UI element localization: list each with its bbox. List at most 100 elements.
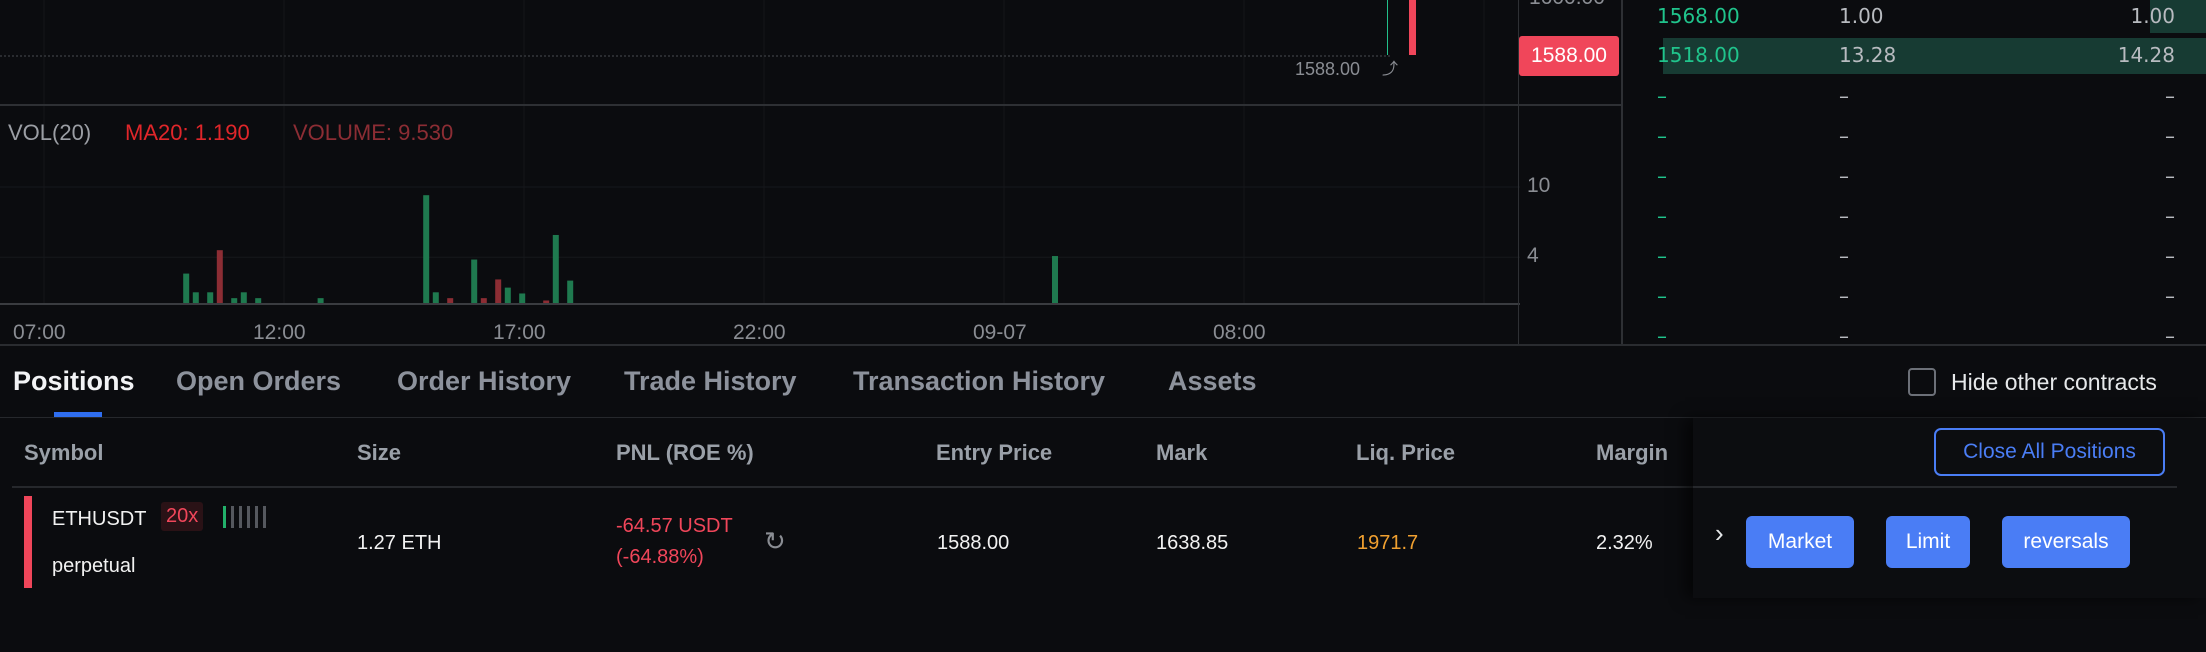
- market-close-button[interactable]: Market: [1746, 516, 1854, 568]
- ob-price: 1568.00: [1657, 4, 1740, 28]
- ob-price: –: [1657, 244, 1667, 268]
- ob-price: –: [1657, 284, 1667, 308]
- volume-bar: [471, 259, 478, 304]
- risk-bar: [263, 506, 266, 528]
- vol-indicator-label: VOL(20): [8, 120, 92, 145]
- volume-bar: [480, 298, 487, 304]
- volume-chart: [0, 0, 1520, 304]
- volume-bar: [207, 292, 214, 304]
- volume-bar: [231, 298, 238, 304]
- candle-down: [1409, 0, 1416, 55]
- tab-open-orders[interactable]: Open Orders: [176, 366, 342, 396]
- symbol[interactable]: ETHUSDT: [52, 508, 147, 530]
- ob-total: –: [2165, 84, 2175, 108]
- depth-bar: [2150, 0, 2206, 33]
- header-divider: [1693, 486, 2177, 488]
- volume-bar: [543, 300, 550, 304]
- volume-bar: [567, 280, 574, 304]
- size: 1.27 ETH: [357, 532, 442, 554]
- x-tick-label: 08:00: [1213, 321, 1266, 344]
- ob-price: 1518.00: [1657, 43, 1740, 67]
- volume-bar: [1052, 256, 1058, 304]
- margin-ratio: 2.32%: [1596, 532, 1653, 554]
- ob-amount: –: [1839, 164, 1849, 188]
- volume-label: VOLUME: 9.530: [293, 120, 454, 145]
- column-header: Symbol: [24, 440, 104, 465]
- close-all-positions-button[interactable]: Close All Positions: [1934, 428, 2165, 476]
- column-header: Liq. Price: [1356, 440, 1456, 465]
- ob-total: 1.00: [2130, 4, 2175, 28]
- ob-amount: –: [1839, 84, 1849, 108]
- liq-price: 1971.7: [1357, 532, 1419, 554]
- column-header: PNL (ROE %): [616, 440, 754, 465]
- limit-close-button[interactable]: Limit: [1886, 516, 1970, 568]
- column-header: Size: [357, 440, 402, 465]
- tab-assets[interactable]: Assets: [1168, 366, 1257, 396]
- roe: (-64.88%): [616, 546, 704, 568]
- tab-positions[interactable]: Positions: [13, 366, 135, 396]
- ob-total: –: [2165, 284, 2175, 308]
- active-tab-indicator: [54, 412, 102, 417]
- ob-price: –: [1657, 164, 1667, 188]
- tab-order-history[interactable]: Order History: [397, 366, 572, 396]
- x-tick-label: 12:00: [253, 321, 306, 344]
- ob-amount: –: [1839, 124, 1849, 148]
- volume-bar: [240, 292, 247, 304]
- ob-total: –: [2165, 124, 2175, 148]
- entry-marker-label: 1588.00: [1295, 59, 1361, 79]
- hide-other-contracts-label: Hide other contracts: [1951, 369, 2157, 395]
- entry-price: 1588.00: [937, 532, 1010, 554]
- hide-other-contracts-checkbox[interactable]: [1908, 368, 1936, 396]
- depth-bar: [1663, 38, 2206, 74]
- entry-marker-icon: ⤴: [1382, 61, 1399, 78]
- ob-amount: –: [1839, 324, 1849, 348]
- tab-trade-history[interactable]: Trade History: [624, 366, 797, 396]
- risk-level-indicator: [223, 506, 266, 528]
- ob-amount: –: [1839, 244, 1849, 268]
- chart-area[interactable]: 1588.00 ⤴ VOL(20) MA20: 1.190 VOLUME: 9.…: [0, 0, 1520, 345]
- risk-bar: [223, 506, 226, 528]
- volume-bar: [495, 279, 502, 304]
- volume-bar: [519, 293, 526, 304]
- expand-chevron-icon[interactable]: ›: [1715, 518, 1724, 548]
- ob-price: –: [1657, 84, 1667, 108]
- short-side-indicator: [24, 496, 32, 588]
- column-header: Margin: [1596, 440, 1669, 465]
- risk-bar: [239, 506, 242, 528]
- section-divider: [0, 344, 2206, 346]
- leverage-badge[interactable]: 20x: [161, 502, 204, 531]
- ob-price: –: [1657, 324, 1667, 348]
- reversals-button[interactable]: reversals: [2002, 516, 2130, 568]
- column-header: Mark: [1156, 440, 1208, 465]
- volume-bar: [423, 195, 430, 304]
- main-volume-divider: [0, 104, 1520, 106]
- axis-divider: [1519, 104, 1621, 106]
- ob-amount: –: [1839, 204, 1849, 228]
- volume-bar: [432, 292, 439, 304]
- ob-total: 14.28: [2117, 43, 2175, 67]
- volume-bar: [447, 298, 454, 304]
- column-header: Entry Price: [936, 440, 1053, 465]
- volume-bar: [255, 298, 262, 304]
- share-icon[interactable]: ↻: [764, 526, 786, 556]
- header-divider: [12, 486, 2177, 488]
- ob-amount: 1.00: [1839, 4, 1884, 28]
- volume-bar: [504, 287, 511, 304]
- mark-price: 1638.85: [1156, 532, 1229, 554]
- x-tick-label: 22:00: [733, 321, 786, 344]
- time-axis-line: [0, 303, 1520, 305]
- x-tick-label: 09-07: [973, 321, 1027, 344]
- risk-bar: [231, 506, 234, 528]
- y-tick-label: 4: [1527, 244, 1539, 268]
- ob-price: –: [1657, 124, 1667, 148]
- risk-bar: [247, 506, 250, 528]
- current-price-badge: 1588.00: [1519, 36, 1619, 76]
- price-axis-top-label: 1600.00: [1529, 0, 1605, 10]
- pnl: -64.57 USDT: [616, 515, 733, 537]
- ob-total: –: [2165, 204, 2175, 228]
- contract-type: perpetual: [52, 555, 136, 577]
- volume-bar: [183, 273, 190, 304]
- tab-transaction-history[interactable]: Transaction History: [853, 366, 1106, 396]
- ob-total: –: [2165, 244, 2175, 268]
- price-axis[interactable]: 1600.00 1588.00 4 10: [1518, 0, 1621, 345]
